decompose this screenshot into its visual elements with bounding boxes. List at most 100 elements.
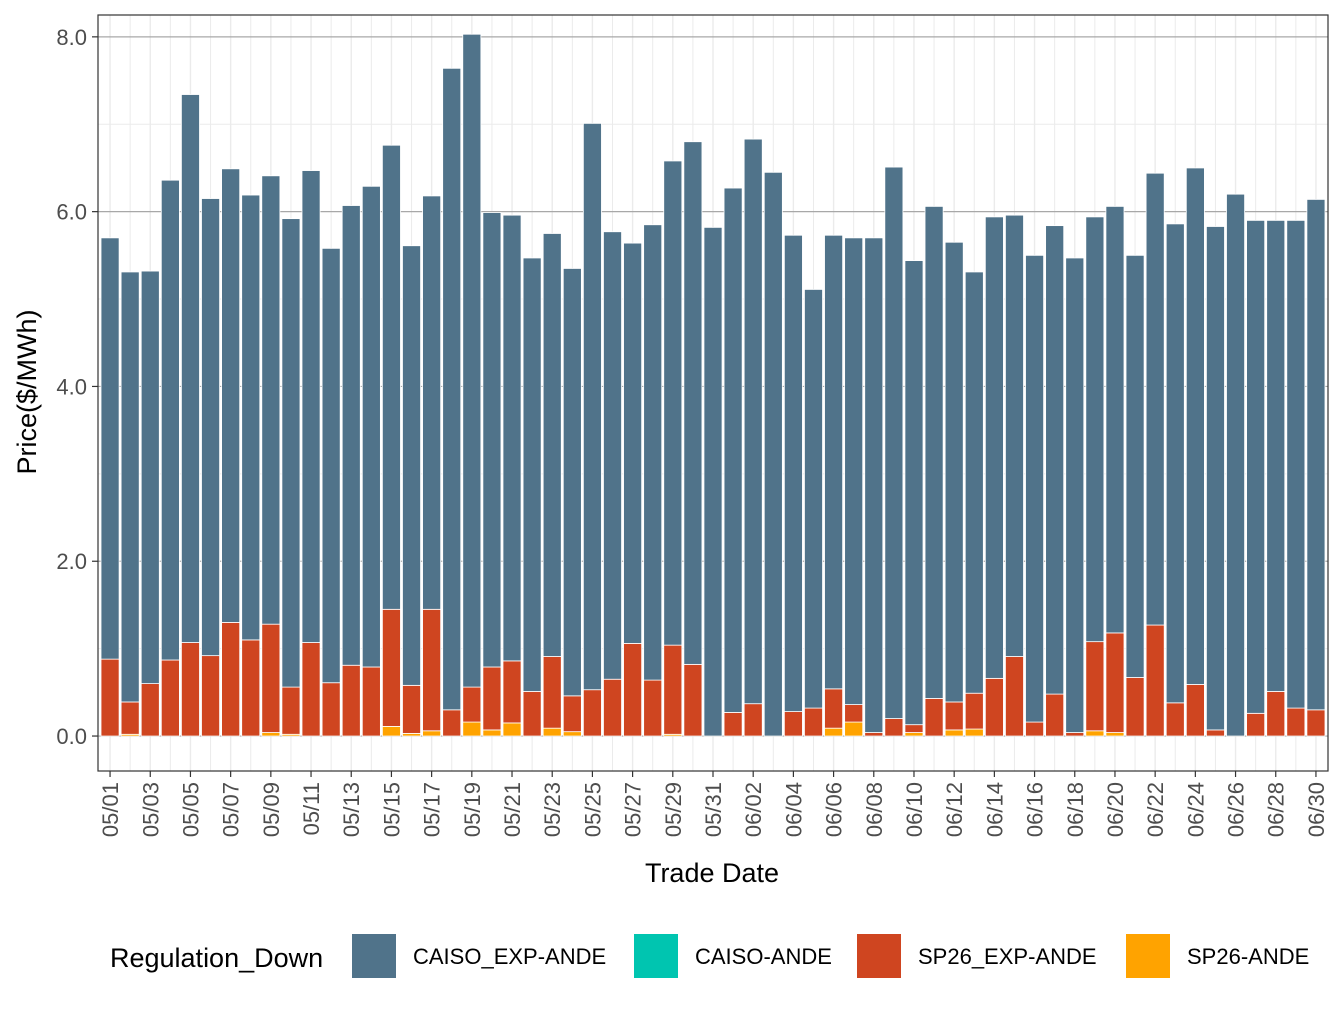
bar-sp26-exp-ande-06-06 bbox=[824, 688, 844, 729]
bar-sp26-exp-ande-06-07 bbox=[844, 704, 864, 723]
bar-caiso-exp-ande-06-22 bbox=[1145, 172, 1165, 626]
x-tick-label: 05/07 bbox=[219, 782, 244, 837]
bar-caiso-exp-ande-06-05 bbox=[804, 289, 823, 709]
bar-sp26-exp-ande-06-12 bbox=[944, 701, 964, 731]
bar-sp26-exp-ande-05-30 bbox=[683, 663, 703, 737]
bar-caiso-exp-ande-06-03 bbox=[763, 171, 783, 737]
bar-sp26-ande-06-20 bbox=[1105, 732, 1125, 737]
bar-sp26-exp-ande-06-14 bbox=[984, 677, 1004, 737]
x-tick-label: 05/21 bbox=[500, 782, 525, 837]
bar-sp26-exp-ande-05-10 bbox=[281, 686, 301, 735]
bar-caiso-exp-ande-05-09 bbox=[261, 175, 281, 625]
bar-caiso-exp-ande-06-11 bbox=[924, 206, 944, 699]
bar-caiso-exp-ande-06-23 bbox=[1165, 223, 1185, 704]
bar-caiso-exp-ande-06-25 bbox=[1206, 226, 1225, 731]
bar-caiso-exp-ande-05-19 bbox=[462, 33, 482, 688]
bar-caiso-exp-ande-06-21 bbox=[1125, 254, 1145, 678]
bar-sp26-exp-ande-06-11 bbox=[924, 698, 944, 737]
bar-sp26-exp-ande-06-08 bbox=[864, 732, 884, 737]
x-tick-label: 06/20 bbox=[1103, 782, 1128, 837]
x-tick-label: 06/02 bbox=[741, 782, 766, 837]
bar-sp26-exp-ande-06-15 bbox=[1005, 656, 1024, 737]
bar-caiso-exp-ande-06-15 bbox=[1005, 214, 1024, 657]
bar-sp26-ande-05-19 bbox=[462, 721, 482, 737]
bar-sp26-ande-06-07 bbox=[844, 721, 864, 737]
bar-sp26-ande-05-21 bbox=[502, 722, 522, 737]
bar-sp26-ande-05-23 bbox=[542, 727, 562, 737]
x-tick-label: 06/14 bbox=[982, 782, 1007, 837]
bar-caiso-exp-ande-05-17 bbox=[422, 195, 442, 610]
x-tick-label: 05/15 bbox=[379, 782, 404, 837]
x-tick-label: 05/27 bbox=[621, 782, 646, 837]
bar-sp26-exp-ande-05-13 bbox=[341, 664, 361, 737]
bar-sp26-exp-ande-05-24 bbox=[562, 695, 582, 733]
bar-caiso-exp-ande-05-20 bbox=[482, 212, 502, 668]
x-tick-label: 06/26 bbox=[1224, 782, 1249, 837]
bar-caiso-exp-ande-05-24 bbox=[562, 268, 582, 697]
legend-label: CAISO_EXP-ANDE bbox=[413, 944, 606, 969]
bar-sp26-exp-ande-05-23 bbox=[542, 656, 562, 729]
bar-sp26-exp-ande-06-19 bbox=[1085, 641, 1105, 732]
bar-caiso-exp-ande-05-05 bbox=[181, 94, 200, 643]
x-axis: 05/01 05/03 05/05 05/07 05/09 05/11 05/13 05/15… bbox=[98, 771, 1329, 837]
bar-caiso-exp-ande-06-24 bbox=[1185, 167, 1205, 685]
bar-sp26-exp-ande-05-02 bbox=[120, 701, 140, 735]
bar-sp26-exp-ande-06-25 bbox=[1206, 729, 1225, 737]
bar-sp26-exp-ande-05-04 bbox=[160, 659, 180, 737]
bar-caiso-exp-ande-06-01 bbox=[723, 187, 743, 713]
bar-sp26-ande-05-20 bbox=[482, 729, 502, 737]
bar-caiso-exp-ande-05-22 bbox=[522, 257, 542, 692]
bar-sp26-exp-ande-06-10 bbox=[904, 724, 924, 733]
bar-sp26-exp-ande-06-20 bbox=[1105, 632, 1125, 733]
bar-caiso-exp-ande-06-29 bbox=[1286, 219, 1306, 709]
x-tick-label: 05/13 bbox=[339, 782, 364, 837]
bar-caiso-exp-ande-05-13 bbox=[341, 205, 361, 666]
legend-key-caiso-ande bbox=[634, 934, 678, 978]
bar-sp26-exp-ande-05-20 bbox=[482, 666, 502, 731]
bar-caiso-exp-ande-06-19 bbox=[1085, 216, 1105, 643]
bar-sp26-exp-ande-06-17 bbox=[1045, 693, 1065, 737]
bars bbox=[100, 33, 1326, 737]
bar-sp26-ande-06-13 bbox=[964, 728, 984, 737]
bar-caiso-exp-ande-06-26 bbox=[1226, 193, 1245, 737]
bar-sp26-exp-ande-06-30 bbox=[1306, 709, 1326, 737]
bar-caiso-exp-ande-05-21 bbox=[502, 214, 522, 662]
bar-sp26-exp-ande-05-06 bbox=[201, 655, 220, 737]
x-tick-label: 05/05 bbox=[178, 782, 203, 837]
x-tick-label: 06/08 bbox=[862, 782, 887, 837]
x-tick-label: 06/18 bbox=[1063, 782, 1088, 837]
bar-sp26-ande-05-15 bbox=[381, 726, 401, 737]
bar-caiso-exp-ande-06-12 bbox=[944, 241, 964, 703]
bar-sp26-exp-ande-05-08 bbox=[241, 639, 261, 737]
bar-sp26-exp-ande-05-07 bbox=[221, 622, 241, 737]
bar-sp26-exp-ande-05-17 bbox=[422, 608, 442, 732]
bar-caiso-exp-ande-05-31 bbox=[703, 226, 723, 737]
bar-caiso-exp-ande-06-02 bbox=[743, 138, 763, 705]
bar-caiso-exp-ande-05-04 bbox=[160, 179, 180, 661]
legend-key-caiso-exp-ande bbox=[352, 934, 396, 978]
x-tick-label: 06/30 bbox=[1304, 782, 1329, 837]
bar-sp26-exp-ande-06-02 bbox=[743, 703, 763, 737]
bar-caiso-exp-ande-05-01 bbox=[100, 237, 120, 660]
bar-caiso-exp-ande-05-02 bbox=[120, 271, 140, 703]
bar-caiso-exp-ande-06-06 bbox=[824, 234, 844, 690]
x-tick-label: 05/09 bbox=[259, 782, 284, 837]
bar-caiso-exp-ande-06-28 bbox=[1266, 219, 1286, 692]
bar-sp26-exp-ande-06-09 bbox=[884, 718, 904, 737]
x-tick-label: 05/23 bbox=[540, 782, 565, 837]
bar-sp26-exp-ande-06-18 bbox=[1065, 732, 1085, 737]
legend: Regulation_Down CAISO_EXP-ANDE CAISO-ANDE… bbox=[110, 934, 1309, 978]
x-tick-label: 05/01 bbox=[98, 782, 123, 837]
bar-sp26-exp-ande-05-28 bbox=[643, 679, 663, 737]
bar-sp26-exp-ande-06-29 bbox=[1286, 707, 1306, 737]
x-tick-label: 06/22 bbox=[1143, 782, 1168, 837]
x-tick-label: 05/19 bbox=[460, 782, 485, 837]
bar-caiso-exp-ande-06-17 bbox=[1045, 225, 1065, 695]
bar-caiso-exp-ande-06-08 bbox=[864, 237, 884, 733]
bar-sp26-exp-ande-05-15 bbox=[381, 608, 401, 727]
x-tick-label: 06/12 bbox=[942, 782, 967, 837]
bar-caiso-exp-ande-05-26 bbox=[603, 231, 622, 680]
x-tick-label: 06/04 bbox=[781, 782, 806, 837]
y-tick-label: 8.0 bbox=[56, 25, 87, 50]
bar-caiso-exp-ande-05-08 bbox=[241, 194, 261, 641]
